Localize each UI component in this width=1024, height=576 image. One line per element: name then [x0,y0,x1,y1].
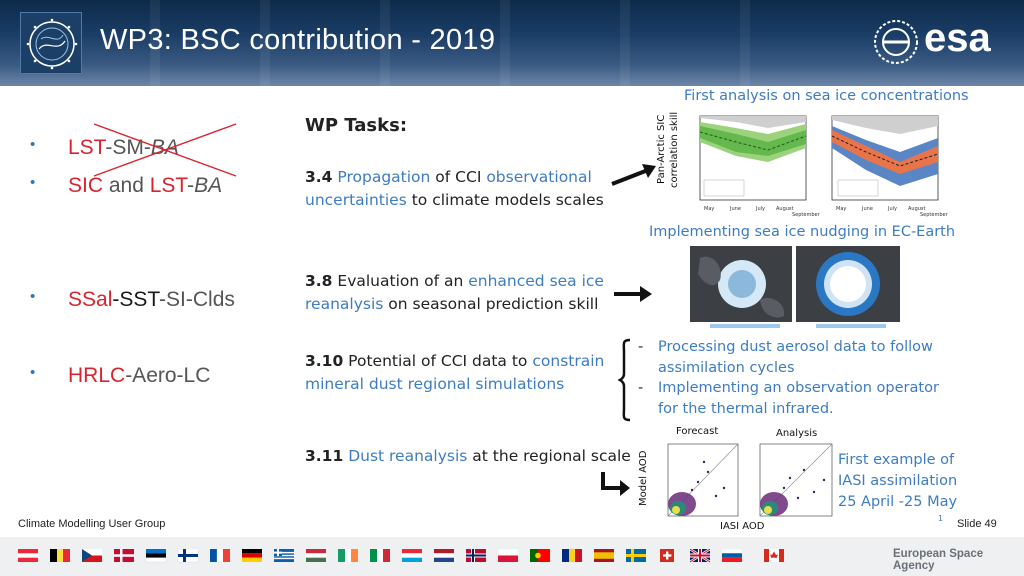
analysis-label: Analysis [776,428,818,439]
esa-logo-text: esa [924,16,991,60]
svg-text:August: August [908,206,926,212]
bullet-part: HRLC [68,364,126,387]
dust-item-2: - Implementing an observation operator f… [638,378,939,417]
task-3-4: 3.4 Propagation of CCI observational unc… [305,166,625,212]
figure-footnote: 1 [938,514,944,523]
svg-text:August: August [776,206,794,212]
polar-maps-figure [690,246,902,330]
dust-item-text: Implementing an observation operator [658,380,939,396]
caption-sea-ice-nudging: Implementing sea ice nudging in EC-Earth [649,224,956,240]
task-text: Propagation [337,168,431,186]
bullet-part: SIC [68,174,104,197]
task-text: observational uncertainties [305,168,592,209]
svg-text:May: May [836,206,846,212]
bullet-part: LST [149,174,188,197]
dust-item-1: - Processing dust aerosol data to follow… [638,337,933,376]
dust-item-text: Processing dust aerosol data to follow [658,339,933,355]
svg-text:July: July [755,206,765,212]
iasi-caption-line: First example of [838,452,955,468]
iasi-caption-line: IASI assimilation [838,473,958,489]
bullet-part: -SI-Clds [159,288,235,311]
strike-cross [93,123,237,177]
task-text: constrain mineral dust regional simulati… [305,352,605,393]
bullet-marker: • [30,174,36,191]
header-banner: WP3: BSC contribution - 2019 esa [0,0,1024,86]
task-3-8: 3.8 Evaluation of an enhanced sea ice re… [305,270,625,316]
task-text: Dust reanalysis [348,447,468,465]
bullet-lst-sm-ba: • LST-SM-BA [30,123,250,177]
svg-text:June: June [729,206,741,212]
sic-y-label-1: Pan-Arctic SIC [656,114,667,184]
dust-item-text: for the thermal infrared. [658,401,834,417]
iasi-caption-line: 25 April -25 May [838,494,958,510]
sic-correlation-figure: May June July August September May June … [656,112,956,222]
task-number: 3.10 [305,352,344,370]
dust-item-text: assimilation cycles [658,360,795,376]
bullet-part: - [187,174,195,197]
bullet-part: and [103,174,150,197]
member-flags [18,547,818,564]
slide-number: Slide 49 [957,518,997,530]
arrow-elbow [601,472,630,496]
task-text: at the regional scale [467,447,631,465]
svg-text:June: June [861,206,873,212]
arrow-to-sic-plot [611,164,656,186]
task-text: to climate models scales [406,191,604,209]
task-number: 3.11 [305,447,344,465]
svg-text:May: May [704,206,714,212]
footer-organization: Climate Modelling User Group [18,518,166,530]
iasi-caption: First example of IASI assimilation 25 Ap… [838,450,957,513]
bullet-part: -SST [112,288,160,311]
esa-logo: esa [870,14,1010,70]
bullet-part: SSal [68,288,113,311]
bullet-part: -SM- [105,136,151,159]
bullet-part: LST [68,136,106,159]
caption-sea-ice-analysis: First analysis on sea ice concentrations [684,88,969,104]
task-text: enhanced sea ice reanalysis [305,272,604,313]
task-text: Potential of CCI data to [343,352,533,370]
aod-scatter-figure: Forecast Analysis Model AOD IASI AOD [636,424,836,536]
sic-y-label-2: correlation skill [669,111,680,188]
forecast-label: Forecast [676,426,719,437]
model-aod-label: Model AOD [638,450,649,506]
bullet-marker: • [30,288,36,305]
task-number: 3.4 [305,168,333,186]
svg-text:July: July [887,206,897,212]
bracket-dust [618,338,631,422]
task-text: Evaluation of an [332,272,469,290]
task-3-10: 3.10 Potential of CCI data to constrain … [305,350,625,396]
page-title: WP3: BSC contribution - 2019 [100,24,496,56]
task-number: 3.8 [305,272,333,290]
task-text: of CCI [430,168,487,186]
iasi-aod-label: IASI AOD [720,521,765,532]
svg-text:September: September [920,212,949,218]
agency-name: European Space Agency [893,548,984,572]
cci-logo [20,12,82,74]
svg-text:September: September [792,212,821,218]
bullet-marker: • [30,136,36,153]
tasks-heading: WP Tasks: [305,115,408,136]
arrow-to-nudging [614,286,652,302]
task-3-11: 3.11 Dust reanalysis at the regional sca… [305,445,635,468]
bullet-marker: • [30,364,36,381]
task-text: on seasonal prediction skill [383,295,599,313]
bullet-part: BA [194,174,223,197]
bullet-part: -Aero-LC [125,364,211,387]
